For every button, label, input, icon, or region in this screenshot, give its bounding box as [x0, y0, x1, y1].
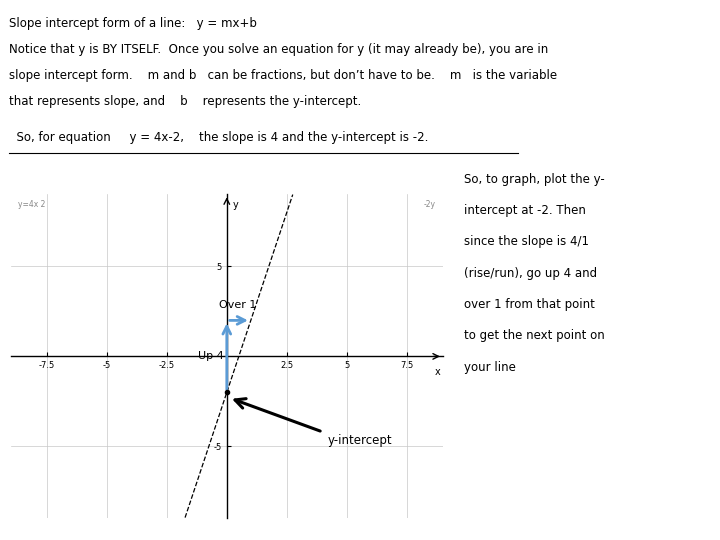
Text: to get the next point on: to get the next point on: [464, 329, 605, 342]
Text: y=4x 2: y=4x 2: [18, 200, 45, 209]
Text: that represents slope, and    b    represents the y-intercept.: that represents slope, and b represents …: [9, 95, 361, 108]
Text: y: y: [233, 200, 238, 210]
Text: So, to graph, plot the y-: So, to graph, plot the y-: [464, 173, 605, 186]
Text: Notice that y is BY ITSELF.  Once you solve an equation for y (it may already be: Notice that y is BY ITSELF. Once you sol…: [9, 43, 548, 56]
Text: slope intercept form.    m and b   can be fractions, but don’t have to be.    m : slope intercept form. m and b can be fra…: [9, 69, 557, 82]
Text: Over 1: Over 1: [219, 300, 256, 310]
Text: So, for equation     y = 4x-2,    the slope is 4 and the y-intercept is -2.: So, for equation y = 4x-2, the slope is …: [9, 131, 428, 144]
Text: x: x: [435, 367, 441, 377]
Text: y-intercept: y-intercept: [328, 434, 392, 447]
Text: since the slope is 4/1: since the slope is 4/1: [464, 235, 590, 248]
Text: Up 4: Up 4: [198, 352, 224, 361]
Text: your line: your line: [464, 361, 516, 374]
Text: intercept at -2. Then: intercept at -2. Then: [464, 204, 586, 217]
Text: over 1 from that point: over 1 from that point: [464, 298, 595, 311]
Text: (rise/run), go up 4 and: (rise/run), go up 4 and: [464, 267, 598, 280]
Text: Slope intercept form of a line:   y = mx+b: Slope intercept form of a line: y = mx+b: [9, 17, 256, 30]
Text: -2y: -2y: [423, 200, 436, 209]
